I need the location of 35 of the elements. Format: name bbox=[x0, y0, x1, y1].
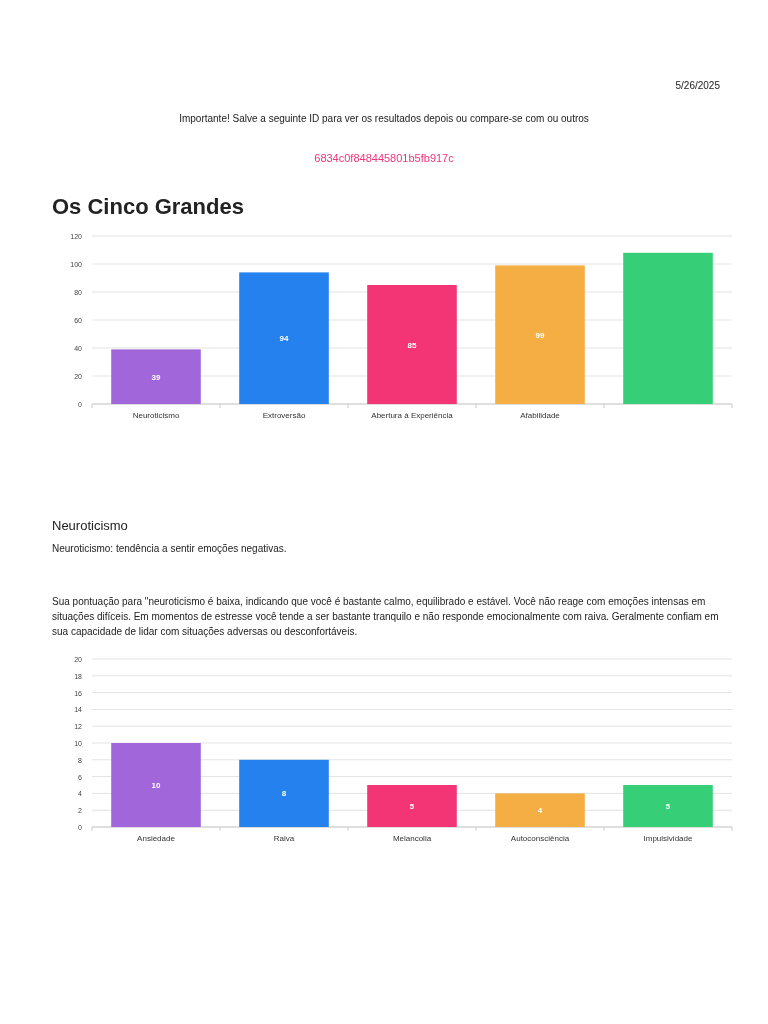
bar bbox=[367, 285, 457, 404]
text: 6834c0f848445801b5fb917c bbox=[313, 152, 455, 164]
x-tick-label: Extroversão bbox=[262, 411, 306, 420]
data-label: 10 bbox=[151, 781, 161, 790]
x-tick-label: Neuroticismo bbox=[132, 411, 180, 420]
bar bbox=[495, 793, 585, 827]
text: Importante! Salve a seguinte ID para ver os resultados depois ou compare-se com ou outros bbox=[178, 113, 590, 124]
bar bbox=[111, 743, 201, 827]
bar bbox=[239, 759, 329, 827]
bar bbox=[495, 265, 585, 404]
data-label: 4 bbox=[537, 806, 543, 816]
x-tick-label: Raiva bbox=[273, 834, 295, 843]
chart-title: Neuroticismo bbox=[52, 518, 129, 533]
bar bbox=[111, 349, 201, 404]
x-tick-label: Melancolia bbox=[392, 834, 432, 843]
chart-title: Os Cinco Grandes bbox=[52, 194, 245, 220]
data-label: 39 bbox=[151, 372, 161, 382]
data-label: 99 bbox=[535, 330, 545, 340]
data-label: 8 bbox=[281, 789, 287, 799]
x-tick-label: Impulsividade bbox=[643, 834, 693, 843]
x-tick-label: Autoconsciência bbox=[510, 834, 570, 843]
bar bbox=[367, 785, 457, 827]
data-label: 94 bbox=[279, 334, 289, 344]
text: 5/26/2025 bbox=[674, 80, 720, 91]
bar bbox=[239, 272, 329, 404]
x-tick-label: Abertura à Experiência bbox=[371, 411, 454, 420]
chart-subtitle: Neuroticismo: tendência a sentir emoções negativas. bbox=[52, 543, 288, 554]
text: Sua pontuação para "neuroticismo é baixa, indicando que você é bastante calmo, equilibrado e estável. Você não reage com emoções intensas em situações difíceis. Em momentos de estresse você tende a ser bastante tranquilo e não responde emocionalmente com raiva. Geralmente confiam em sua capacidade de lidar com situações adversas ou desconfortáveis. bbox=[52, 595, 720, 639]
bar bbox=[623, 785, 713, 827]
x-tick-label: Ansiedade bbox=[137, 834, 176, 843]
x-tick-label: Afabilidade bbox=[520, 411, 561, 420]
data-label: 5 bbox=[665, 802, 671, 811]
data-label: 5 bbox=[409, 802, 415, 811]
bar bbox=[623, 252, 713, 404]
data-label: 85 bbox=[407, 340, 417, 350]
